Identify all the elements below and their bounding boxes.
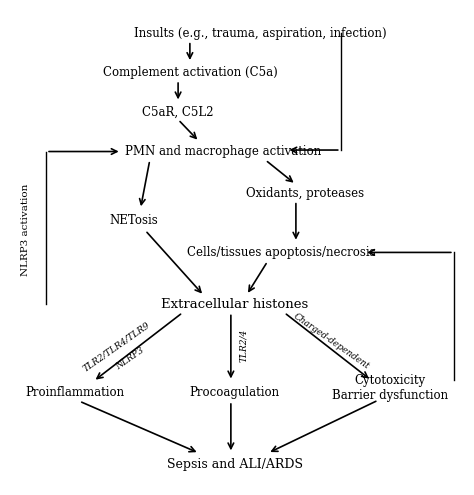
Text: PMN and macrophage activation: PMN and macrophage activation (125, 145, 321, 158)
Text: Charged-dependent: Charged-dependent (292, 311, 371, 371)
Text: Extracellular histones: Extracellular histones (161, 297, 308, 310)
Text: Procoagulation: Procoagulation (190, 386, 280, 399)
Text: TLR2/4: TLR2/4 (238, 328, 247, 361)
Text: Proinflammation: Proinflammation (25, 386, 124, 399)
Text: Insults (e.g., trauma, aspiration, infection): Insults (e.g., trauma, aspiration, infec… (134, 27, 387, 40)
Text: NETosis: NETosis (109, 214, 158, 227)
Text: C5aR, C5L2: C5aR, C5L2 (142, 105, 214, 119)
Text: Cells/tissues apoptosis/necrosis: Cells/tissues apoptosis/necrosis (187, 246, 376, 259)
Text: NLRP3: NLRP3 (114, 346, 146, 371)
Text: Cytotoxicity
Barrier dysfunction: Cytotoxicity Barrier dysfunction (332, 374, 448, 402)
Text: Sepsis and ALI/ARDS: Sepsis and ALI/ARDS (167, 457, 302, 471)
Text: Complement activation (C5a): Complement activation (C5a) (102, 66, 277, 79)
Text: TLR2/TLR4/TLR9: TLR2/TLR4/TLR9 (82, 320, 152, 373)
Text: NLRP3 activation: NLRP3 activation (21, 184, 30, 277)
Text: Oxidants, proteases: Oxidants, proteases (246, 187, 365, 200)
